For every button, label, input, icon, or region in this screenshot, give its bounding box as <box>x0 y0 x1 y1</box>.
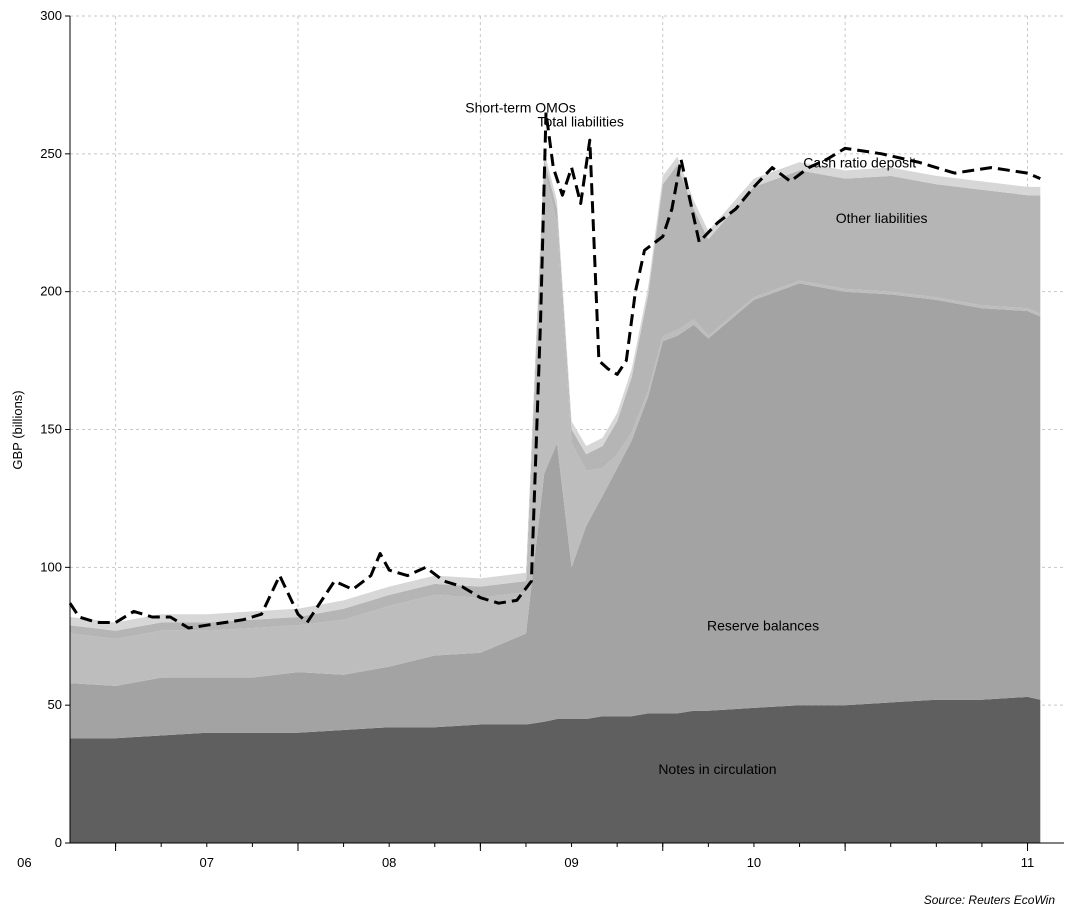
annotation-label: Cash ratio deposit <box>803 155 916 171</box>
annotation-label: Short-term OMOs <box>465 99 575 115</box>
x-tick-label: 10 <box>747 855 761 870</box>
area-series-0 <box>70 696 1041 843</box>
x-tick-label: 08 <box>382 855 396 870</box>
total-liabilities-line <box>68 111 1041 630</box>
y-tick-label: 300 <box>40 8 62 23</box>
area-series-2 <box>70 170 1041 686</box>
total-liabilities-series <box>68 111 1041 630</box>
x-tick-label: 11 <box>1021 855 1035 870</box>
y-tick-label: 250 <box>40 146 62 161</box>
axes: 0 50 100 150 200 250 300 06 07 08 09 10 11 <box>17 8 1064 870</box>
y-tick-label: 50 <box>48 697 62 712</box>
area-series-1 <box>70 283 1041 739</box>
annotation-label: Total liabilities <box>537 113 623 129</box>
annotation-label: Other liabilities <box>836 210 928 226</box>
annotation-label: Notes in circulation <box>658 761 776 777</box>
x-tick-label: 07 <box>200 855 214 870</box>
y-tick-label: 150 <box>40 422 62 437</box>
x-tick-label: 06 <box>17 855 31 870</box>
stacked-areas <box>70 151 1041 843</box>
x-tick-label: 09 <box>564 855 578 870</box>
y-tick-label: 200 <box>40 284 62 299</box>
y-tick-label: 0 <box>55 835 62 850</box>
source-note: Source: Reuters EcoWin <box>923 893 1055 907</box>
annotation-label: Reserve balances <box>707 618 819 634</box>
y-tick-label: 100 <box>40 559 62 574</box>
area-series-3 <box>70 159 1041 640</box>
y-axis-title: GBP (billions) <box>10 390 25 469</box>
